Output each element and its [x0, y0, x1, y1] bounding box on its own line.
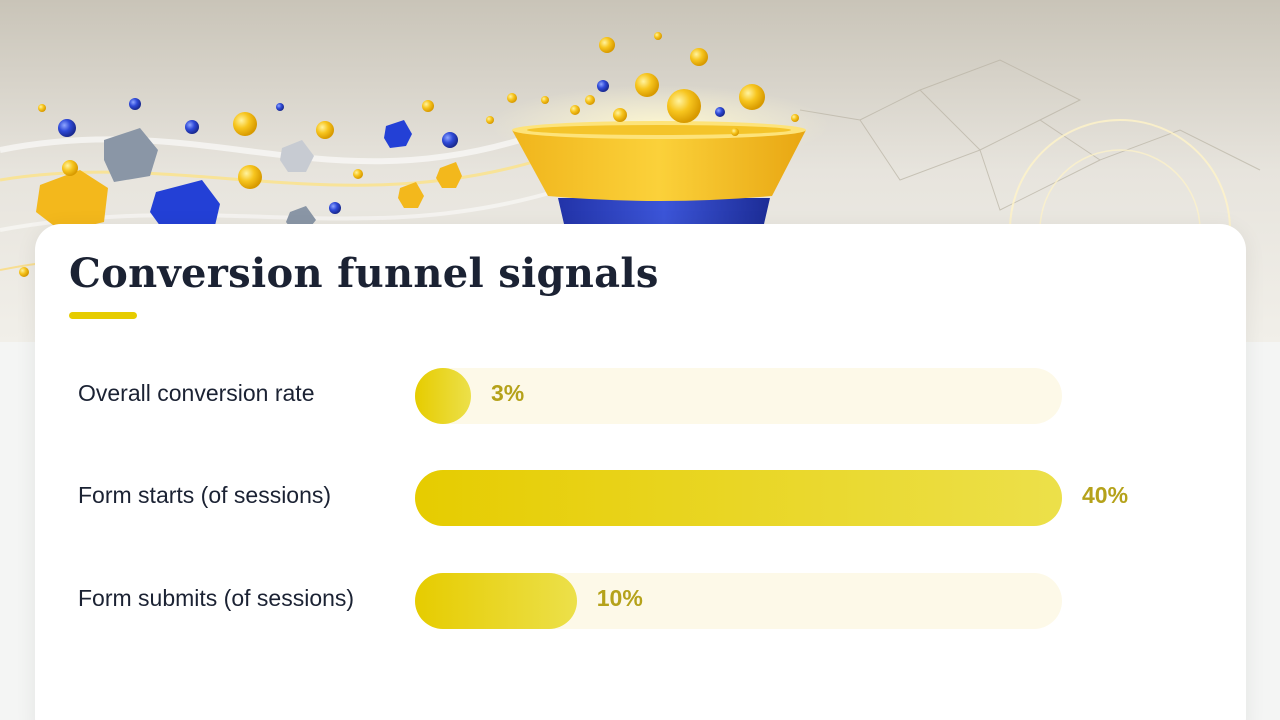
bar-fill	[415, 573, 577, 629]
page-title: Conversion funnel signals	[69, 250, 659, 297]
bar-value-label: 10%	[596, 585, 643, 611]
bar-label: Form starts (of sessions)	[78, 482, 332, 508]
bar-fill	[415, 368, 471, 424]
bar-label: Form submits (of sessions)	[78, 585, 355, 611]
bar-value-label: 40%	[1082, 482, 1129, 508]
title-underline	[69, 312, 137, 319]
bar-track	[415, 368, 1062, 424]
conversion-card: Conversion funnel signals Overall conver…	[35, 224, 1246, 720]
bar-row: Form starts (of sessions) 40%	[35, 470, 1246, 526]
bar-row: Form submits (of sessions) 10%	[35, 573, 1246, 629]
funnel-bar-chart: Overall conversion rate 3% Form starts (of…	[35, 224, 1246, 720]
bar-label: Overall conversion rate	[78, 380, 315, 406]
bar-row: Overall conversion rate 3%	[35, 368, 1246, 424]
bar-fill	[415, 470, 1062, 526]
bar-value-label: 3%	[491, 380, 525, 406]
